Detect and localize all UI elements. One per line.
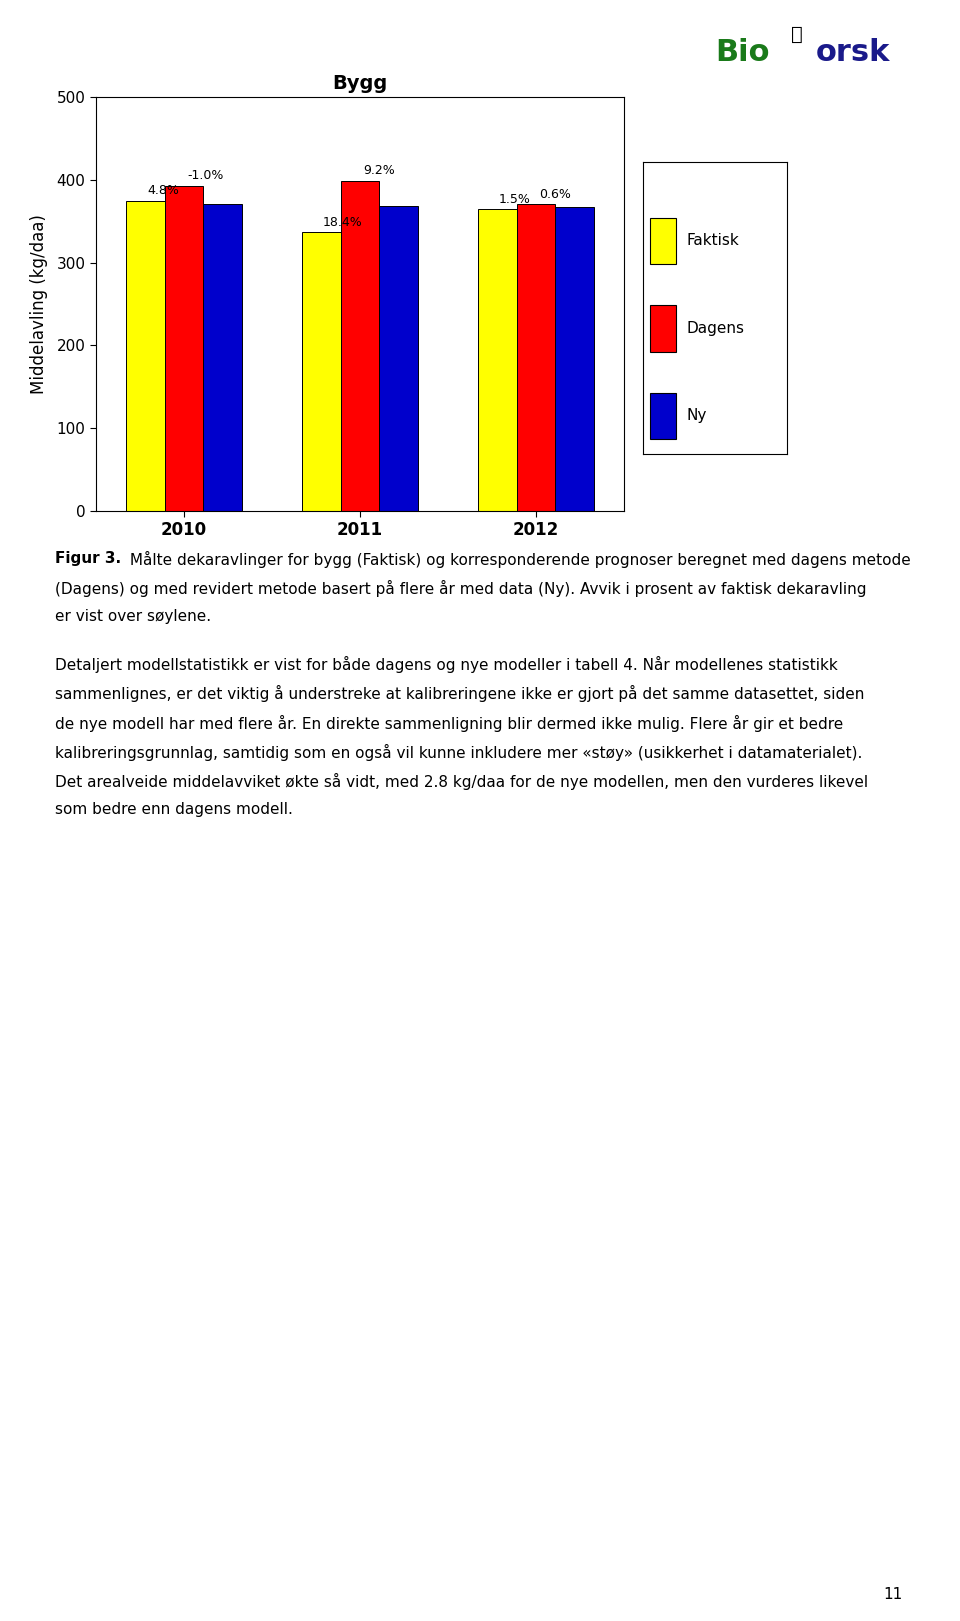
Bar: [478, 209, 516, 511]
Bar: [165, 186, 204, 511]
Text: orsk: orsk: [816, 39, 890, 66]
Text: 1.5%: 1.5%: [499, 193, 531, 206]
Bar: [204, 204, 242, 511]
Text: 🌿: 🌿: [791, 26, 803, 44]
Text: (Dagens) og med revidert metode basert på flere år med data (Ny). Avvik i prosen: (Dagens) og med revidert metode basert p…: [55, 580, 867, 597]
Text: Ny: Ny: [686, 408, 707, 423]
Text: Det arealveide middelavviket økte så vidt, med 2.8 kg/daa for de nye modellen, m: Det arealveide middelavviket økte så vid…: [55, 773, 868, 789]
Text: Bio: Bio: [715, 39, 770, 66]
Bar: [379, 206, 419, 511]
Text: 4.8%: 4.8%: [147, 185, 179, 198]
Text: Dagens: Dagens: [686, 321, 744, 336]
Text: Målte dekaravlinger for bygg (Faktisk) og korresponderende prognoser beregnet me: Målte dekaravlinger for bygg (Faktisk) o…: [125, 551, 911, 567]
Text: sammenlignes, er det viktig å understreke at kalibreringene ikke er gjort på det: sammenlignes, er det viktig å understrek…: [55, 686, 864, 702]
FancyBboxPatch shape: [651, 305, 676, 352]
FancyBboxPatch shape: [651, 392, 676, 439]
Bar: [556, 207, 594, 511]
Bar: [341, 182, 379, 511]
Bar: [516, 204, 555, 511]
Text: 9.2%: 9.2%: [364, 164, 396, 177]
Text: -1.0%: -1.0%: [187, 170, 224, 183]
Bar: [301, 232, 341, 511]
Text: 0.6%: 0.6%: [540, 188, 571, 201]
FancyBboxPatch shape: [651, 217, 676, 264]
Text: Detaljert modellstatistikk er vist for både dagens og nye modeller i tabell 4. N: Detaljert modellstatistikk er vist for b…: [55, 657, 838, 673]
Text: som bedre enn dagens modell.: som bedre enn dagens modell.: [55, 802, 293, 817]
Text: 18.4%: 18.4%: [323, 216, 363, 229]
Bar: [126, 201, 165, 511]
Text: Faktisk: Faktisk: [686, 233, 739, 248]
Text: er vist over søylene.: er vist over søylene.: [55, 609, 211, 624]
Text: Figur 3.: Figur 3.: [55, 551, 121, 566]
Text: kalibreringsgrunnlag, samtidig som en også vil kunne inkludere mer «støy» (usikk: kalibreringsgrunnlag, samtidig som en og…: [55, 744, 862, 760]
Title: Bygg: Bygg: [332, 75, 388, 92]
Y-axis label: Middelavling (kg/daa): Middelavling (kg/daa): [31, 214, 48, 394]
Text: de nye modell har med flere år. En direkte sammenligning blir dermed ikke mulig.: de nye modell har med flere år. En direk…: [55, 715, 843, 731]
Text: 11: 11: [883, 1587, 902, 1602]
